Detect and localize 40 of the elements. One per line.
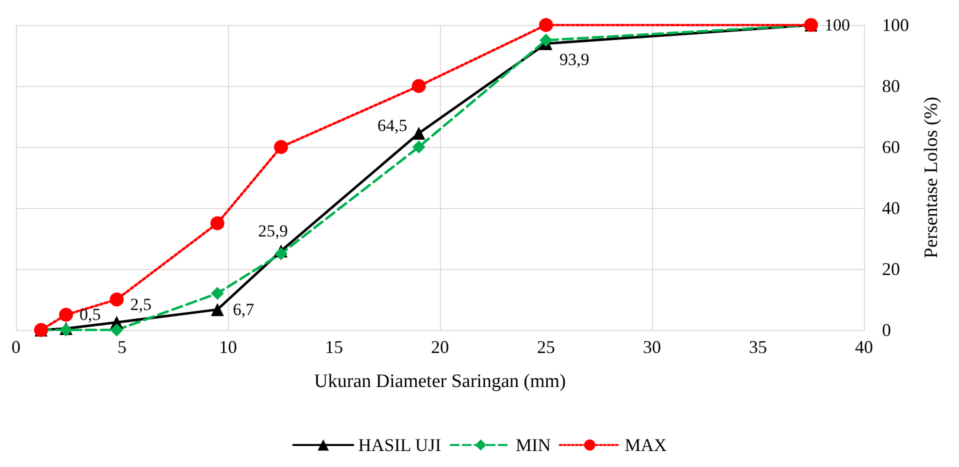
y-tick-label: 20 [882,259,900,279]
y-tick-label: 80 [882,76,900,96]
y-tick-label: 0 [882,320,891,340]
data-label: 93,9 [560,50,590,70]
x-axis-title: Ukuran Diameter Saringan (mm) [314,371,566,392]
x-tick-label: 0 [12,337,20,357]
point [110,324,124,336]
data-label: 25,9 [258,222,288,241]
x-tick-label: 15 [325,337,343,357]
data-label: 64,5 [378,116,408,135]
point [210,216,224,230]
data-label: 100 [824,16,850,34]
point [539,18,553,32]
legend-label: MAX [624,435,667,455]
y-tick-label: 100 [882,15,909,35]
x-tick-label: 35 [749,337,767,357]
point [110,292,124,306]
data-label: 6,7 [232,300,255,320]
x-tick-label: 20 [431,337,449,357]
point [59,308,74,322]
point [210,303,224,316]
data-label: 0,5 [80,304,101,324]
x-tick-label: 30 [643,337,661,357]
x-tick-label: 25 [537,337,555,357]
y-tick-label: 60 [882,137,900,157]
data-label: 2,5 [130,294,152,314]
point [412,79,426,93]
legend-label: HASIL UJI [358,435,442,455]
point [412,126,426,140]
point [412,140,426,154]
x-tick-label: 10 [219,337,237,357]
legend-label: MIN [516,435,551,455]
x-tick-label: 5 [118,337,126,357]
point [210,286,224,300]
point [274,140,288,154]
y-axis-title: Persentase Lolos (%) [921,96,942,258]
x-tick-label: 40 [855,337,873,357]
y-tick-label: 40 [882,198,900,218]
point [274,247,288,260]
point [540,34,552,47]
